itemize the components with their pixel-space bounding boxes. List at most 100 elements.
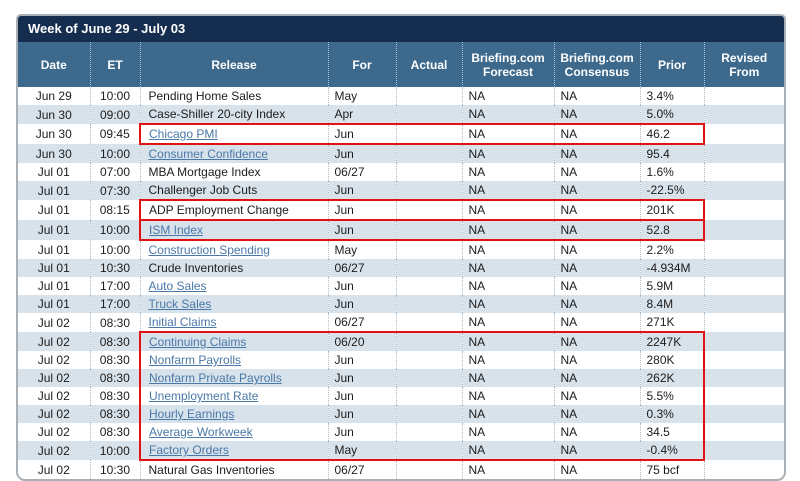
release-link[interactable]: ISM Index — [149, 223, 204, 237]
release-link[interactable]: Factory Orders — [149, 443, 230, 457]
cell-revised-from — [704, 259, 784, 277]
cell-briefing-consensus: NA — [554, 369, 641, 387]
economic-calendar: Week of June 29 - July 03 Date ET Releas… — [16, 14, 786, 481]
cell-for-period: Jun — [328, 369, 397, 387]
cell-prior: 271K — [640, 313, 705, 332]
cell-release: Crude Inventories — [140, 259, 329, 277]
cell-release: Pending Home Sales — [140, 87, 329, 105]
cell-revised-from — [704, 387, 784, 405]
cell-briefing-consensus: NA — [554, 87, 641, 105]
cell-time-et: 08:30 — [90, 405, 141, 423]
cell-actual — [396, 105, 463, 124]
cell-prior: -4.934M — [640, 259, 705, 277]
table-row: Jul 02 08:30 Hourly Earnings Jun NA NA 0… — [18, 405, 784, 423]
cell-for-period: Jun — [328, 123, 397, 145]
table-row: Jun 30 09:45 Chicago PMI Jun NA NA 46.2 — [18, 123, 784, 145]
release-link[interactable]: Average Workweek — [149, 425, 253, 439]
cell-time-et: 09:45 — [90, 124, 141, 144]
column-header-for: For — [328, 42, 397, 87]
calendar-table-body: Jun 29 10:00 Pending Home Sales May NA N… — [18, 87, 784, 479]
release-link[interactable]: Nonfarm Payrolls — [149, 353, 242, 367]
cell-briefing-consensus: NA — [554, 219, 641, 241]
release-link[interactable]: Construction Spending — [148, 243, 270, 257]
cell-briefing-consensus: NA — [554, 277, 641, 295]
cell-for-period: Jun — [328, 144, 397, 163]
cell-briefing-forecast: NA — [462, 387, 555, 405]
cell-actual — [396, 351, 463, 369]
cell-release: Consumer Confidence — [140, 144, 329, 163]
cell-revised-from — [704, 277, 784, 295]
cell-briefing-forecast: NA — [462, 219, 555, 241]
cell-date: Jul 02 — [18, 332, 91, 351]
cell-date: Jul 01 — [18, 240, 91, 259]
cell-prior: 95.4 — [640, 144, 705, 163]
cell-briefing-forecast: NA — [462, 295, 555, 313]
cell-briefing-consensus: NA — [554, 387, 641, 405]
cell-prior: 2247K — [640, 331, 705, 351]
cell-briefing-forecast: NA — [462, 460, 555, 479]
release-link[interactable]: Unemployment Rate — [149, 389, 259, 403]
cell-prior: 34.5 — [640, 423, 705, 441]
cell-briefing-forecast: NA — [462, 123, 555, 145]
cell-briefing-forecast: NA — [462, 423, 555, 441]
cell-date: Jul 02 — [18, 460, 91, 479]
cell-time-et: 08:15 — [90, 200, 141, 220]
cell-briefing-forecast: NA — [462, 313, 555, 332]
cell-prior: 0.3% — [640, 405, 705, 423]
release-link[interactable]: Chicago PMI — [149, 127, 218, 141]
cell-time-et: 08:30 — [90, 423, 141, 441]
cell-for-period: Jun — [328, 423, 397, 441]
cell-briefing-forecast: NA — [462, 351, 555, 369]
cell-time-et: 08:30 — [90, 369, 141, 387]
cell-revised-from — [704, 87, 784, 105]
cell-actual — [396, 163, 463, 181]
cell-briefing-forecast: NA — [462, 259, 555, 277]
cell-briefing-consensus: NA — [554, 259, 641, 277]
table-row: Jul 01 10:30 Crude Inventories 06/27 NA … — [18, 259, 784, 277]
cell-briefing-forecast: NA — [462, 105, 555, 124]
cell-prior: 75 bcf — [640, 460, 705, 479]
cell-actual — [396, 277, 463, 295]
release-label: Challenger Job Cuts — [148, 183, 258, 197]
table-row: Jul 01 17:00 Auto Sales Jun NA NA 5.9M — [18, 277, 784, 295]
cell-actual — [396, 423, 463, 441]
cell-briefing-consensus: NA — [554, 423, 641, 441]
release-link[interactable]: Consumer Confidence — [148, 147, 268, 161]
cell-for-period: 06/20 — [328, 331, 397, 351]
table-row: Jul 02 08:30 Average Workweek Jun NA NA … — [18, 423, 784, 441]
cell-briefing-consensus: NA — [554, 144, 641, 163]
cell-for-period: Jun — [328, 387, 397, 405]
cell-time-et: 10:00 — [90, 87, 141, 105]
cell-revised-from — [704, 313, 784, 332]
release-link[interactable]: Truck Sales — [148, 297, 212, 311]
column-header-actual: Actual — [396, 42, 463, 87]
cell-date: Jul 01 — [18, 259, 91, 277]
column-header-forecast: Briefing.com Forecast — [462, 42, 555, 87]
cell-release: Chicago PMI — [139, 123, 329, 145]
column-header-release: Release — [140, 42, 329, 87]
cell-briefing-consensus: NA — [554, 163, 641, 181]
cell-actual — [396, 240, 463, 259]
cell-date: Jul 01 — [18, 295, 91, 313]
cell-date: Jun 29 — [18, 87, 91, 105]
cell-date: Jul 02 — [18, 313, 91, 332]
cell-for-period: Jun — [328, 295, 397, 313]
cell-briefing-consensus: NA — [554, 405, 641, 423]
cell-actual — [396, 387, 463, 405]
table-row: Jul 01 10:00 Construction Spending May N… — [18, 240, 784, 259]
cell-for-period: May — [328, 240, 397, 259]
cell-time-et: 08:30 — [90, 313, 141, 332]
cell-release: MBA Mortgage Index — [140, 163, 329, 181]
release-link[interactable]: Hourly Earnings — [149, 407, 235, 421]
cell-time-et: 10:30 — [90, 460, 141, 479]
release-link[interactable]: Continuing Claims — [149, 335, 247, 349]
cell-prior: 52.8 — [640, 219, 705, 241]
cell-briefing-consensus: NA — [554, 105, 641, 124]
release-link[interactable]: Initial Claims — [148, 315, 217, 329]
cell-revised-from — [704, 441, 784, 460]
cell-briefing-forecast: NA — [462, 240, 555, 259]
release-link[interactable]: Auto Sales — [148, 279, 207, 293]
cell-revised-from — [704, 200, 784, 220]
release-link[interactable]: Nonfarm Private Payrolls — [149, 371, 282, 385]
cell-actual — [396, 313, 463, 332]
